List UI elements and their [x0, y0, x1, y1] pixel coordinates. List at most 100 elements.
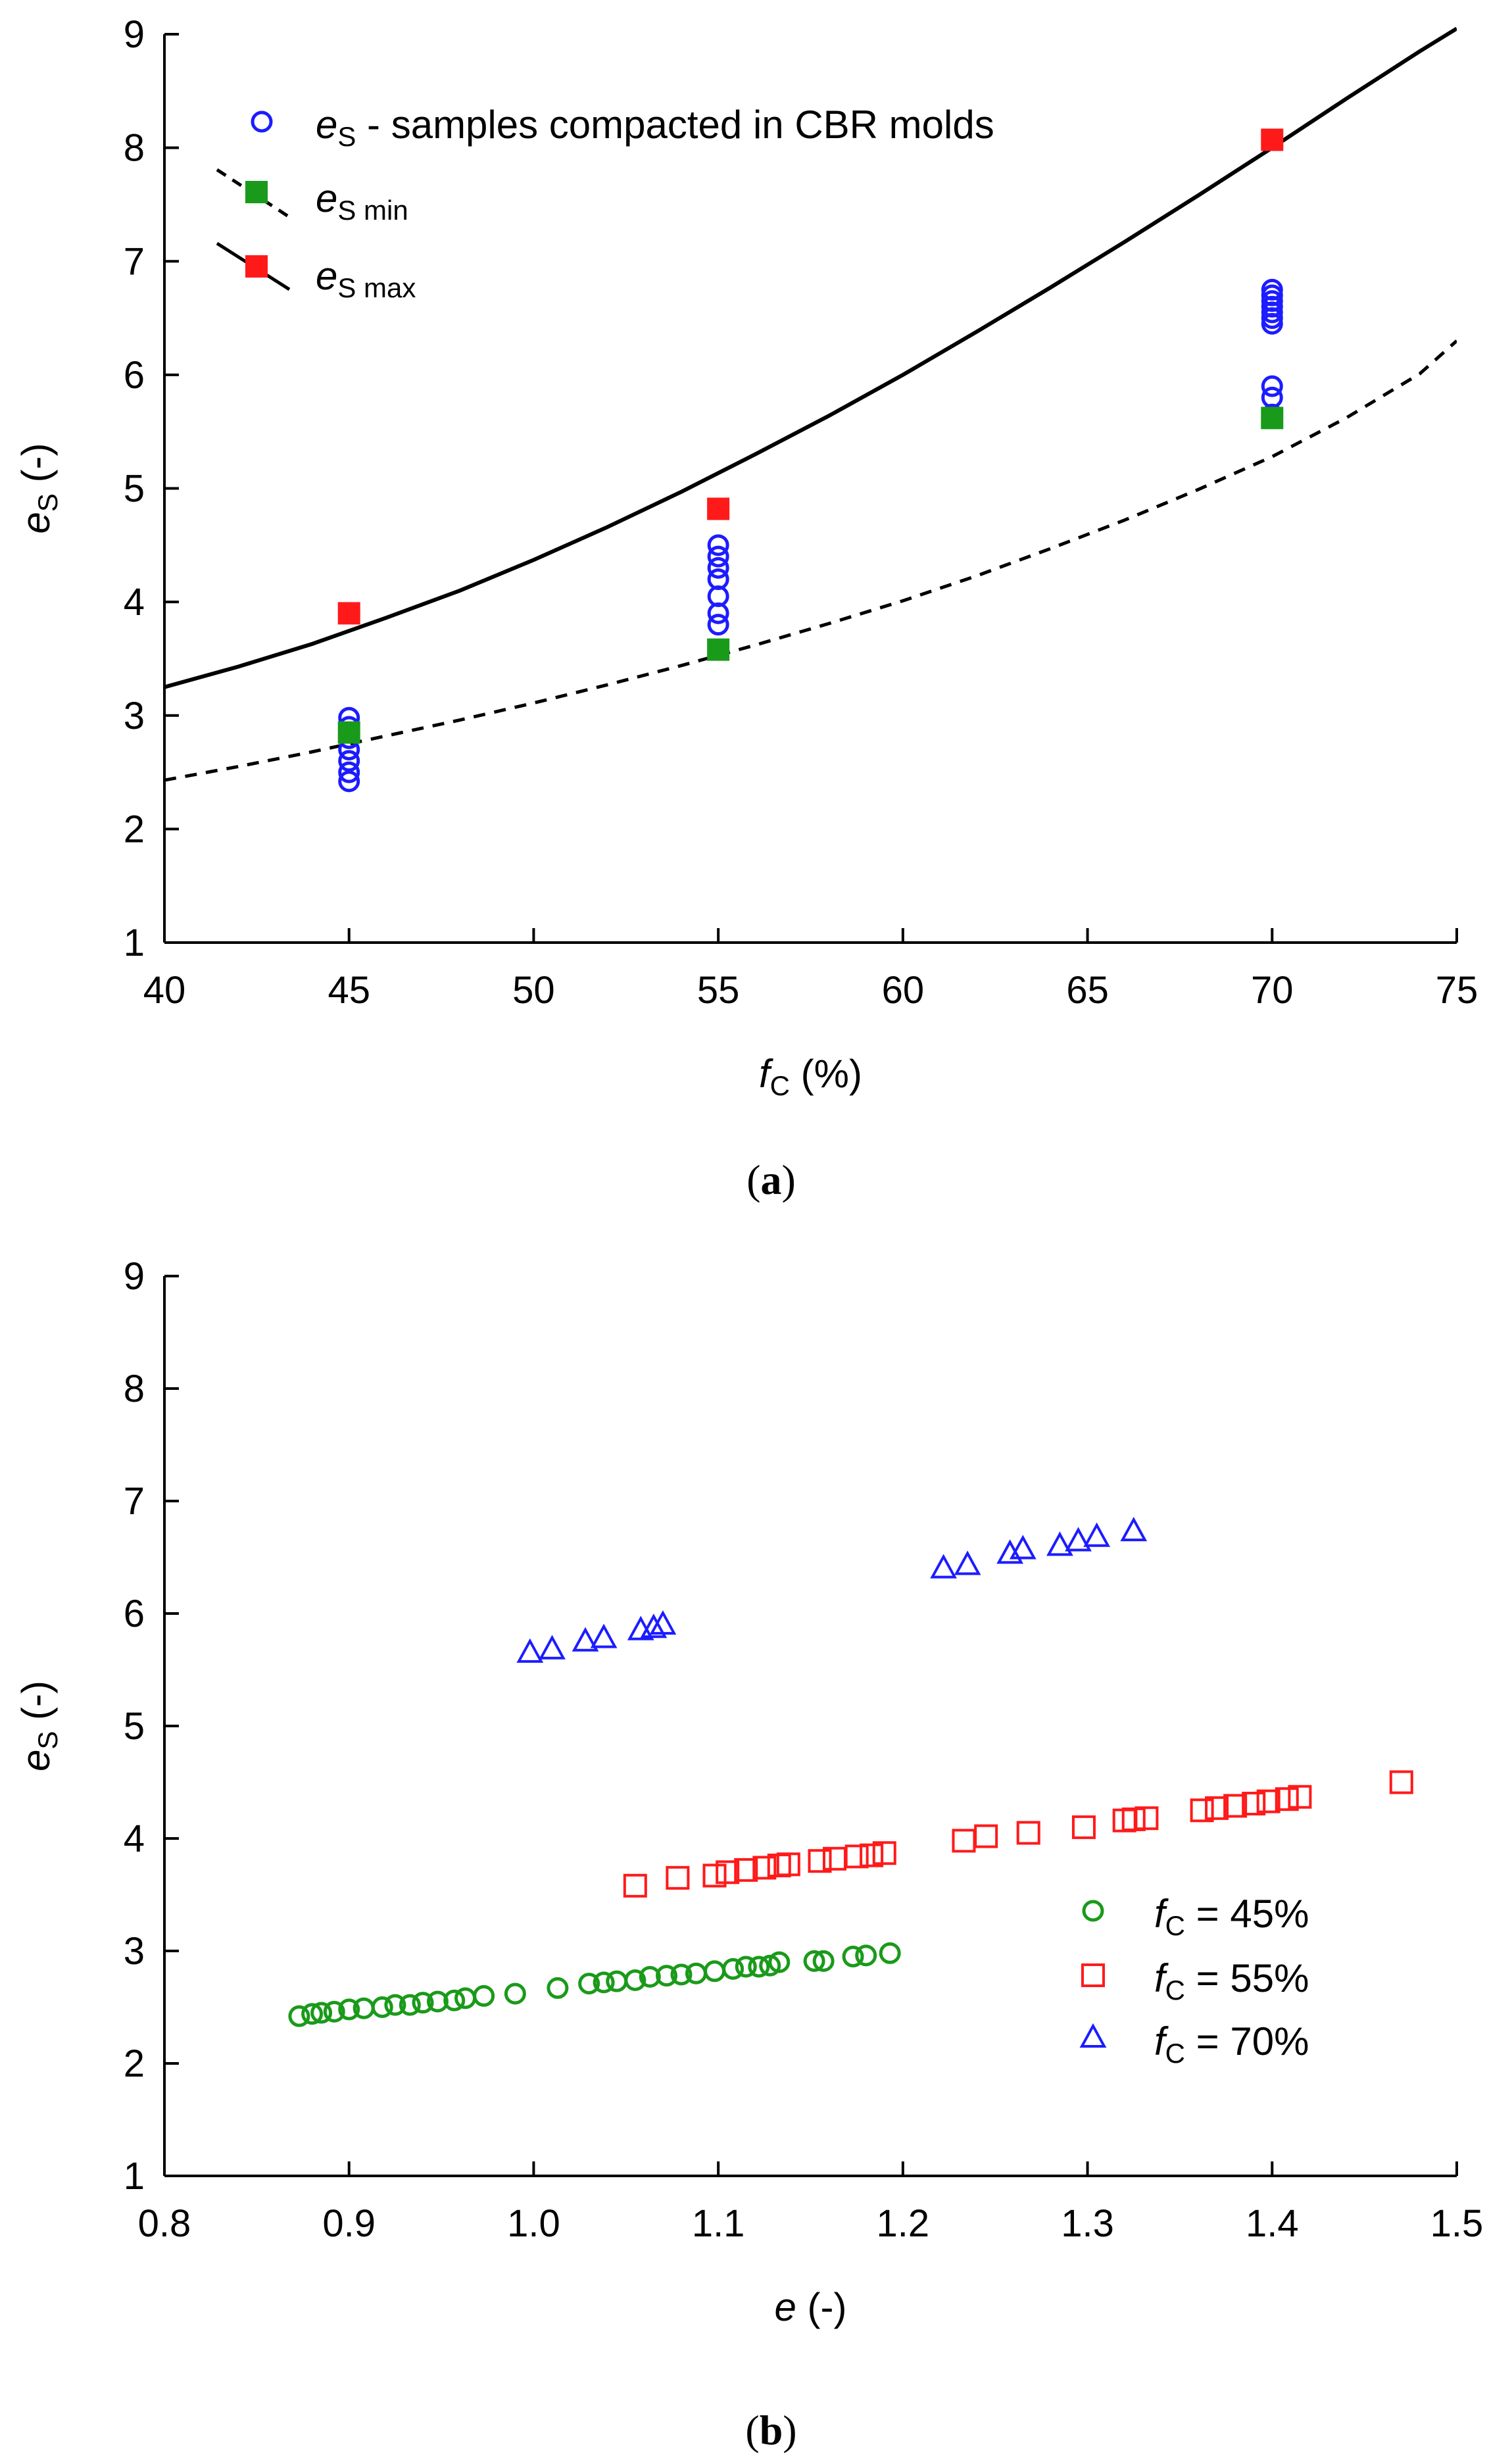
data-point [1120, 1517, 1148, 1542]
y-tick-label: 5 [124, 1705, 145, 1748]
data-point [1261, 128, 1284, 151]
data-point [590, 1623, 618, 1648]
x-tick-label: 1.3 [1061, 2202, 1114, 2245]
x-axis-label: fC (%) [759, 1052, 862, 1101]
data-point [624, 1969, 646, 1991]
y-tick-label: 7 [124, 240, 145, 283]
data-point [1275, 1787, 1299, 1811]
y-tick-label: 7 [124, 1480, 145, 1523]
y-tick-label: 4 [124, 1817, 145, 1860]
series-0-0 [338, 278, 1283, 793]
legend-marker [251, 111, 273, 133]
data-point [1288, 1785, 1312, 1809]
data-point [879, 1942, 901, 1964]
data-point [337, 721, 360, 744]
x-tick-label: 45 [328, 969, 370, 1012]
x-tick-label: 50 [512, 969, 555, 1012]
data-point [443, 1989, 466, 2011]
data-point [426, 1990, 449, 2013]
data-point [704, 1960, 726, 1983]
data-point [1016, 1821, 1040, 1845]
y-tick-label: 3 [124, 1930, 145, 1973]
data-point [1261, 386, 1283, 408]
data-point [578, 1973, 600, 1995]
data-point [707, 638, 730, 661]
x-tick-label: 0.9 [322, 2202, 376, 2245]
data-point [707, 545, 729, 568]
y-tick-label: 2 [124, 808, 145, 850]
data-point [842, 1946, 864, 1968]
data-point [812, 1950, 835, 1972]
legend: eS - samples compacted in CBR molds eS mi… [216, 103, 994, 303]
series-0-2 [337, 128, 1284, 625]
data-point [734, 1858, 758, 1882]
data-point [1009, 1535, 1036, 1560]
data-point [337, 602, 360, 625]
y-tick-label: 1 [124, 922, 145, 964]
data-point [808, 1849, 832, 1873]
series-1-1 [623, 1770, 1413, 1898]
y-tick-label: 4 [124, 581, 145, 624]
data-point [1190, 1798, 1214, 1823]
data-point [1134, 1806, 1159, 1831]
data-point [1223, 1794, 1248, 1818]
data-point [1083, 1522, 1110, 1547]
data-point [954, 1550, 981, 1575]
y-tick-label: 3 [124, 695, 145, 737]
data-point [1256, 1789, 1280, 1813]
data-point [1121, 1807, 1146, 1831]
legend-marker [1082, 1900, 1104, 1922]
data-point [338, 1998, 360, 2021]
data-point [1065, 1527, 1092, 1552]
legend-label: eS min [316, 176, 408, 226]
y-axis-label: eS (-) [14, 1681, 63, 1771]
x-tick-label: 1.2 [877, 2202, 930, 2245]
data-point [412, 1992, 434, 2014]
legend-label: eS - samples compacted in CBR molds [316, 103, 994, 152]
data-point [323, 2000, 345, 2023]
x-tick-label: 55 [697, 969, 740, 1012]
series-1-2 [516, 1517, 1148, 1663]
data-point [1261, 278, 1283, 301]
legend-label: eS max [316, 254, 416, 303]
legend-marker [245, 181, 268, 203]
chart-panel-b: 0.8 0.9 1.0 1.1 1.2 1.3 1.4 1.5 1 2 3 4 5 6 7 8 9 e (-) eS… [14, 1255, 1483, 2453]
x-tick-label: 1.1 [692, 2202, 745, 2245]
data-point [844, 1844, 869, 1869]
data-point [640, 1614, 668, 1639]
legend: fC = 45% fC = 55% fC = 70% [1079, 1892, 1309, 2069]
x-tick-label: 1.5 [1430, 2202, 1484, 2245]
data-point [338, 761, 360, 783]
y-tick-label: 8 [124, 1368, 145, 1410]
data-point [473, 1984, 495, 2007]
data-point [952, 1829, 976, 1853]
data-point [1261, 307, 1283, 330]
panel-caption: (a) [746, 1156, 796, 1203]
data-point [572, 1627, 599, 1652]
y-tick-label: 5 [124, 468, 145, 510]
series-1-0 [288, 1942, 901, 2027]
data-point [649, 1610, 677, 1635]
data-point [547, 1977, 569, 1999]
y-tick-label: 9 [124, 1255, 145, 1298]
data-point [670, 1963, 693, 1986]
series-0-1 [337, 407, 1284, 744]
y-tick-label: 8 [124, 127, 145, 170]
data-point [752, 1856, 777, 1880]
y-tick-label: 6 [124, 1592, 145, 1635]
data-point [803, 1950, 825, 1972]
legend-marker [1079, 2023, 1107, 2048]
x-tick-label: 0.8 [138, 2202, 191, 2245]
x-axis-label: e (-) [775, 2285, 847, 2329]
x-tick-label: 40 [143, 969, 186, 1012]
data-point [666, 1865, 690, 1890]
data-point [1242, 1791, 1266, 1815]
data-point [593, 1971, 615, 1994]
data-point [1389, 1770, 1413, 1794]
x-tick-label: 75 [1436, 969, 1478, 1012]
legend-marker [245, 255, 268, 278]
x-tick-label: 1.0 [507, 2202, 560, 2245]
es-min-curve [164, 339, 1457, 782]
y-tick-label: 9 [124, 13, 145, 56]
x-tick-label: 1.4 [1246, 2202, 1299, 2245]
